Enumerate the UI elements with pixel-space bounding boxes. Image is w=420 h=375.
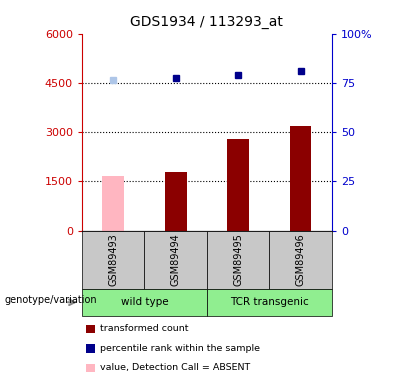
Title: GDS1934 / 113293_at: GDS1934 / 113293_at bbox=[131, 15, 283, 28]
Text: GSM89494: GSM89494 bbox=[171, 233, 181, 286]
Bar bbox=[227, 139, 249, 231]
Text: GSM89493: GSM89493 bbox=[108, 233, 118, 286]
Bar bbox=[102, 177, 124, 231]
Text: value, Detection Call = ABSENT: value, Detection Call = ABSENT bbox=[100, 363, 251, 372]
Text: percentile rank within the sample: percentile rank within the sample bbox=[100, 344, 260, 353]
Bar bbox=[290, 126, 312, 231]
Text: transformed count: transformed count bbox=[100, 324, 189, 333]
Text: GSM89495: GSM89495 bbox=[233, 233, 243, 286]
Text: TCR transgenic: TCR transgenic bbox=[230, 297, 309, 307]
Text: wild type: wild type bbox=[121, 297, 168, 307]
Bar bbox=[165, 172, 186, 231]
Text: GSM89496: GSM89496 bbox=[296, 233, 306, 286]
Text: genotype/variation: genotype/variation bbox=[4, 296, 97, 305]
